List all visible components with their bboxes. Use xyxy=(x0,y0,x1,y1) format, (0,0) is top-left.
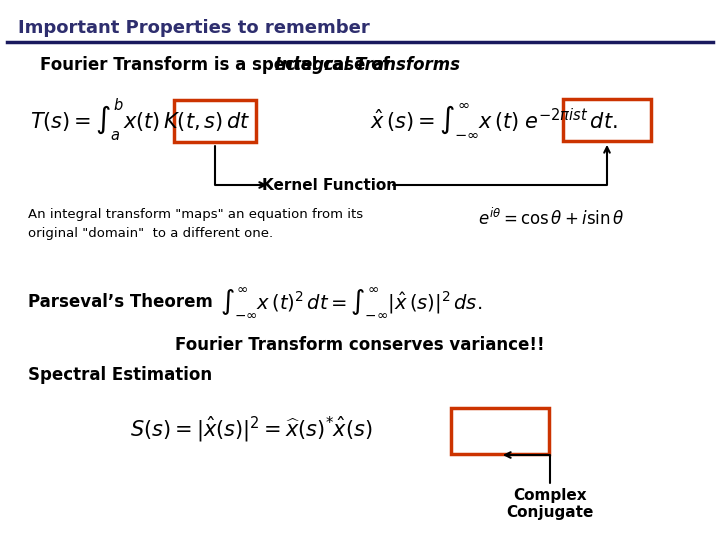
Bar xyxy=(174,100,256,142)
Text: $S(s) = |\hat{x}(s)|^2 = \widehat{x}(s)^{*}\hat{x}(s)$: $S(s) = |\hat{x}(s)|^2 = \widehat{x}(s)^… xyxy=(130,415,373,445)
Text: Fourier Transform is a special case of: Fourier Transform is a special case of xyxy=(40,56,395,74)
Text: $e^{i\theta} = \cos\theta + i\sin\theta$: $e^{i\theta} = \cos\theta + i\sin\theta$ xyxy=(478,208,624,229)
Text: $\int_{-\infty}^{\infty} x\,(t)^2\,dt = \int_{-\infty}^{\infty} |\hat{x}\,(s)|^2: $\int_{-\infty}^{\infty} x\,(t)^2\,dt = … xyxy=(220,286,482,319)
Text: An integral transform "maps" an equation from its
original "domain"  to a differ: An integral transform "maps" an equation… xyxy=(28,208,363,240)
Text: Kernel Function: Kernel Function xyxy=(262,178,397,192)
Text: Important Properties to remember: Important Properties to remember xyxy=(18,19,370,37)
Bar xyxy=(563,99,651,141)
Text: $\hat{x}\,(s) = \int_{-\infty}^{\infty} x\,(t)\;e^{-2\pi ist}\,dt.$: $\hat{x}\,(s) = \int_{-\infty}^{\infty} … xyxy=(370,101,618,139)
Text: Parseval’s Theorem: Parseval’s Theorem xyxy=(28,293,213,311)
Text: $T(s) = \int_a^b x(t)\,K(t,s)\,dt$: $T(s) = \int_a^b x(t)\,K(t,s)\,dt$ xyxy=(30,97,251,144)
Text: Complex
Conjugate: Complex Conjugate xyxy=(506,488,594,521)
Bar xyxy=(451,408,549,454)
Text: Integral Transforms: Integral Transforms xyxy=(275,56,460,74)
Text: Spectral Estimation: Spectral Estimation xyxy=(28,366,212,384)
Text: Fourier Transform conserves variance!!: Fourier Transform conserves variance!! xyxy=(175,336,545,354)
